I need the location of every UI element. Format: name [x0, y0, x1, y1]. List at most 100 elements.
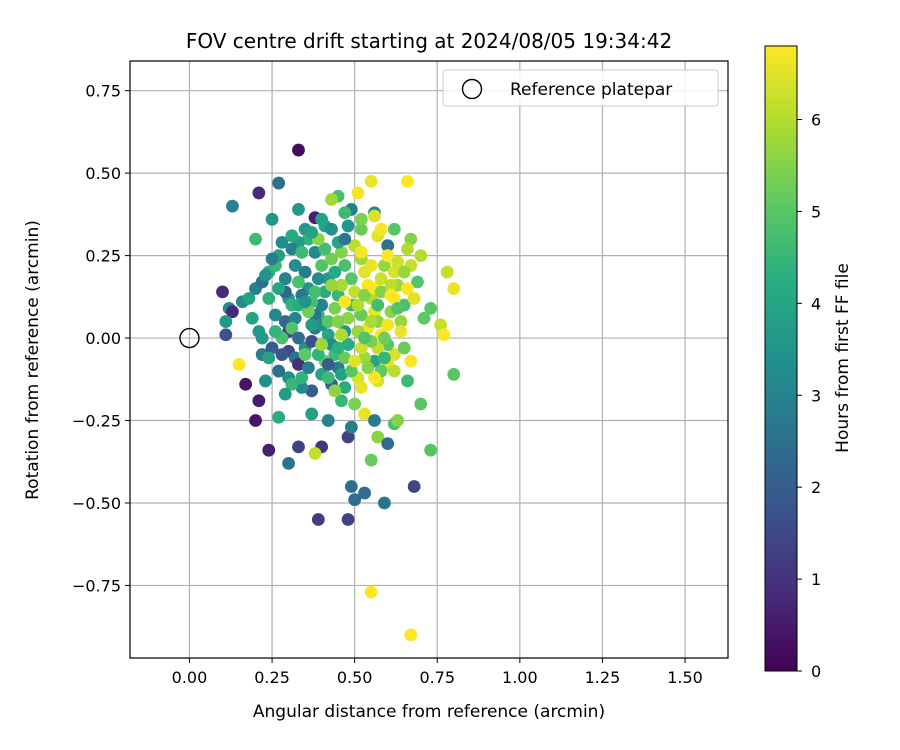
data-point — [358, 351, 371, 365]
data-point — [424, 443, 438, 457]
data-point — [285, 229, 299, 243]
data-point — [308, 285, 322, 299]
data-point — [242, 292, 256, 305]
scatter-points — [216, 143, 461, 642]
data-point — [272, 364, 286, 378]
data-point — [397, 265, 411, 279]
data-point — [305, 318, 319, 332]
data-point — [424, 301, 438, 315]
data-point — [381, 318, 395, 332]
data-point — [368, 209, 381, 223]
data-point — [328, 384, 342, 398]
data-point — [344, 364, 358, 378]
data-point — [354, 245, 368, 259]
data-point — [331, 341, 345, 355]
data-point — [272, 282, 286, 295]
data-point — [325, 222, 338, 236]
data-point — [295, 371, 309, 385]
data-point — [335, 245, 348, 259]
data-point — [387, 364, 401, 378]
data-point — [252, 394, 266, 408]
data-point — [437, 328, 451, 342]
data-point — [226, 305, 239, 319]
colorbar-tick-label: 3 — [811, 386, 821, 405]
data-point — [364, 174, 378, 188]
legend: Reference platepar — [442, 69, 719, 107]
data-point — [394, 315, 408, 328]
data-point — [335, 278, 348, 292]
data-point — [292, 143, 305, 157]
reference-marker — [179, 327, 200, 349]
data-point — [351, 298, 365, 312]
legend-marker-circle-icon — [461, 78, 483, 100]
data-point — [311, 272, 325, 286]
y-tick-label: −0.50 — [72, 494, 121, 513]
chart-title: FOV centre drift starting at 2024/08/05 … — [186, 29, 672, 53]
data-point — [371, 298, 385, 312]
data-point — [249, 414, 262, 427]
data-point — [341, 219, 355, 233]
data-point — [354, 222, 368, 236]
x-tick-label: 1.25 — [585, 668, 621, 687]
y-tick-label: 0.00 — [85, 329, 121, 348]
colorbar-tick-label: 4 — [811, 294, 821, 313]
data-point — [305, 407, 319, 421]
data-point — [358, 288, 371, 302]
legend-box — [442, 69, 719, 107]
data-point — [321, 358, 335, 371]
data-point — [387, 265, 401, 279]
data-point — [288, 259, 302, 272]
y-tick-label: −0.25 — [72, 412, 121, 431]
colorbar-ticks: 0 1 2 3 4 5 6 — [797, 111, 821, 681]
data-point — [275, 348, 289, 361]
data-point — [268, 325, 282, 338]
y-tick-label: 0.25 — [85, 247, 121, 266]
data-point — [361, 361, 375, 375]
data-point — [335, 328, 348, 342]
grid-lines — [130, 61, 728, 658]
data-point — [305, 334, 319, 348]
data-point — [407, 292, 421, 305]
data-point — [354, 308, 368, 322]
colorbar-tick-label: 0 — [811, 662, 821, 681]
data-point — [391, 414, 405, 427]
data-point — [381, 437, 395, 451]
x-tick-label: 0.75 — [419, 668, 455, 687]
data-point — [391, 301, 405, 315]
data-point — [364, 585, 378, 599]
data-point — [292, 203, 305, 216]
data-point — [401, 242, 414, 256]
data-point — [344, 420, 358, 434]
data-point — [401, 174, 414, 188]
reference-point-circle — [179, 327, 200, 349]
data-point — [321, 414, 335, 427]
data-point — [262, 292, 276, 305]
data-point — [311, 348, 325, 361]
data-point — [434, 318, 447, 332]
data-point — [348, 397, 362, 411]
colorbar-gradient — [764, 45, 798, 672]
data-point — [265, 212, 279, 226]
data-point — [249, 232, 262, 246]
data-point — [232, 358, 246, 371]
data-point — [325, 193, 338, 206]
data-point — [338, 259, 352, 272]
data-point — [348, 493, 362, 507]
data-point — [338, 232, 352, 246]
data-point — [302, 305, 315, 319]
data-point — [285, 321, 299, 335]
data-point — [292, 440, 305, 454]
data-point — [354, 381, 368, 394]
data-point — [404, 354, 418, 368]
data-point — [354, 341, 368, 355]
x-tick-label: 1.50 — [667, 668, 703, 687]
data-point — [298, 348, 312, 361]
data-point — [288, 311, 302, 325]
data-point — [265, 252, 279, 266]
data-point — [401, 282, 414, 295]
data-point — [344, 480, 358, 493]
data-point — [295, 245, 309, 259]
data-point — [335, 394, 348, 408]
data-point — [295, 381, 309, 394]
data-point — [272, 410, 286, 424]
